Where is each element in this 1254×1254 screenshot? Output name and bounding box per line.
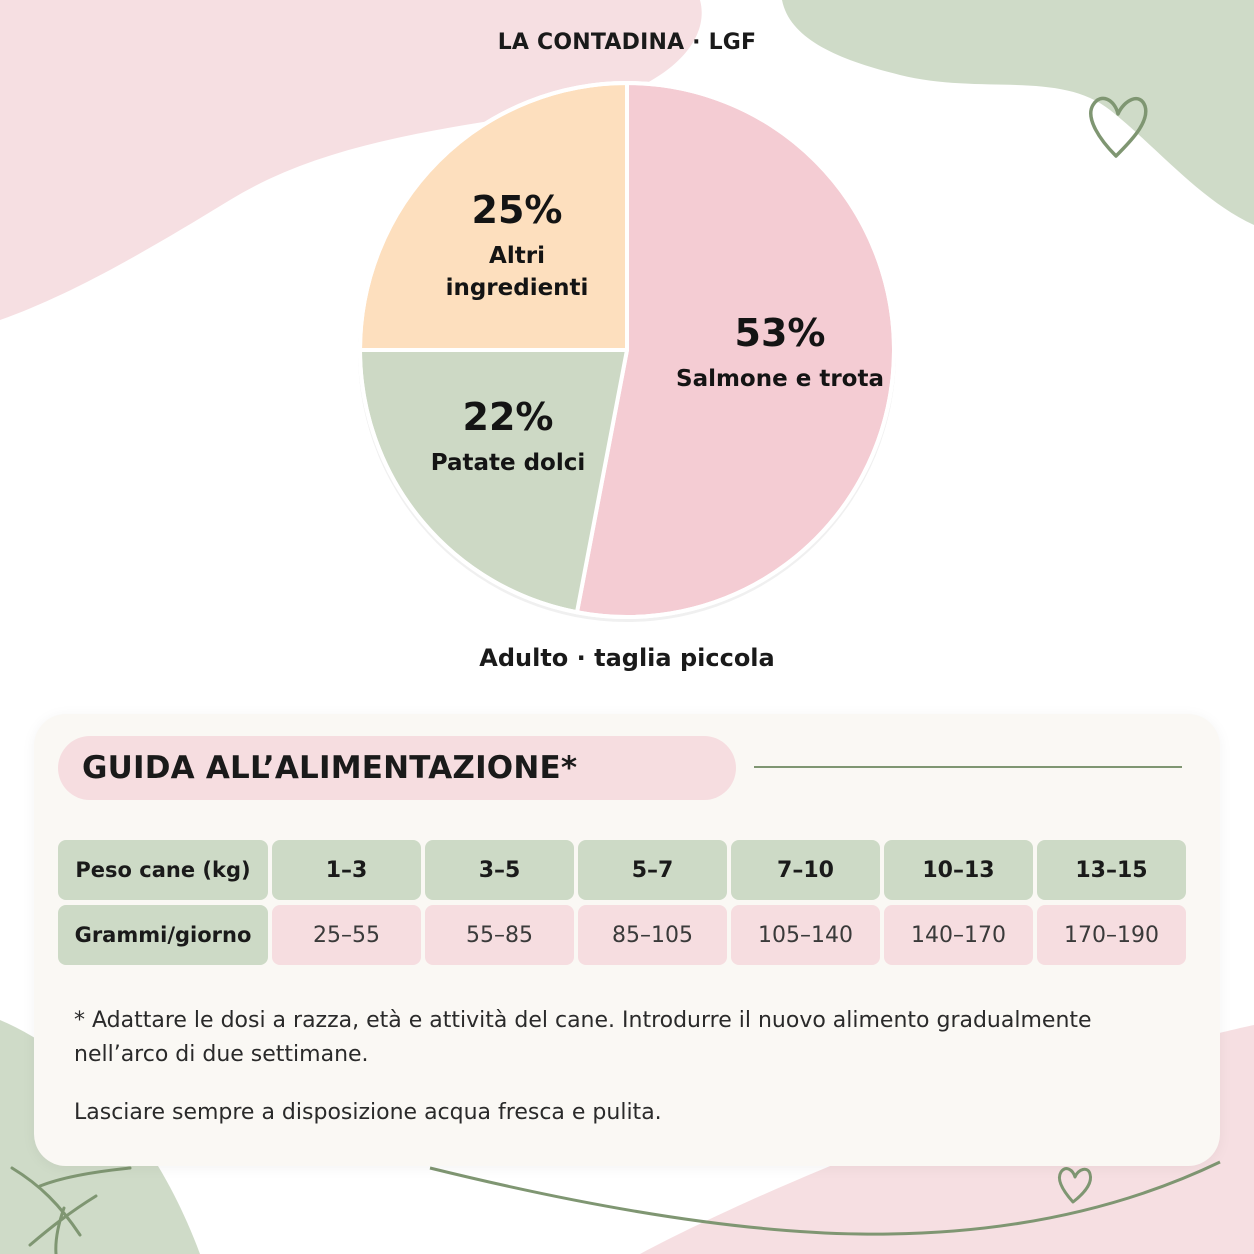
water-note: Lasciare sempre a disposizione acqua fre… (74, 1100, 662, 1125)
slice-percent-salmone-trota: 53% (735, 311, 826, 355)
feeding-table: Peso cane (kg) 1–3 3–5 5–7 7–10 10–13 13… (58, 840, 1188, 970)
grams-row: Grammi/giorno 25–55 55–85 85–105 105–140… (58, 905, 1188, 965)
chart-subtitle: Adulto · taglia piccola (479, 644, 775, 672)
feeding-guide-card: GUIDA ALL’ALIMENTAZIONE* Peso cane (kg) … (34, 714, 1220, 1166)
feeding-guide-title: GUIDA ALL’ALIMENTAZIONE* (82, 750, 578, 786)
slice-label-altri-ingredienti: ingredienti (446, 275, 589, 301)
pie-slices (358, 81, 896, 622)
weight-cell: 13–15 (1037, 840, 1186, 900)
weight-cell: 10–13 (884, 840, 1033, 900)
slice-label-salmone-trota: Salmone e trota (676, 366, 884, 392)
slice-label-altri-ingredienti: Altri (489, 243, 545, 269)
grams-cell: 25–55 (272, 905, 421, 965)
weight-cell: 3–5 (425, 840, 574, 900)
weight-cell: 1–3 (272, 840, 421, 900)
brand-title: LA CONTADINA · LGF (497, 30, 757, 55)
grams-cell: 85–105 (578, 905, 727, 965)
grams-cell: 105–140 (731, 905, 880, 965)
swoosh-line (429, 1160, 1221, 1236)
grams-cell: 140–170 (884, 905, 1033, 965)
slice-percent-altri-ingredienti: 25% (472, 188, 563, 232)
heart-outline-icon (1089, 96, 1148, 158)
pink-blob-top-left (0, 0, 702, 320)
dosage-note: * Adattare le dosi a razza, età e attivi… (74, 1008, 1092, 1067)
feeding-notes: * Adattare le dosi a razza, età e attivi… (74, 1004, 1174, 1154)
row-header-weight: Peso cane (kg) (58, 840, 268, 900)
green-blob-top-right (782, 0, 1254, 225)
slice-label-patate-dolci: Patate dolci (431, 450, 586, 476)
weight-row: Peso cane (kg) 1–3 3–5 5–7 7–10 10–13 13… (58, 840, 1188, 900)
weight-cell: 5–7 (578, 840, 727, 900)
heart-outline-small-icon (1058, 1167, 1092, 1204)
weight-cell: 7–10 (731, 840, 880, 900)
title-divider-line (754, 766, 1182, 768)
leaf-sprig-icon (10, 1166, 132, 1254)
row-header-grams: Grammi/giorno (58, 905, 268, 965)
pie-outline (358, 81, 896, 619)
slice-percent-patate-dolci: 22% (463, 395, 554, 439)
pie-labels: 53% Salmone e trota 22% Patate dolci 25% Altr… (431, 188, 884, 476)
ingredients-pie-chart: 53% Salmone e trota 22% Patate dolci 25% Altr… (358, 81, 896, 622)
grams-cell: 170–190 (1037, 905, 1186, 965)
feeding-guide-title-pill: GUIDA ALL’ALIMENTAZIONE* (58, 736, 736, 800)
grams-cell: 55–85 (425, 905, 574, 965)
